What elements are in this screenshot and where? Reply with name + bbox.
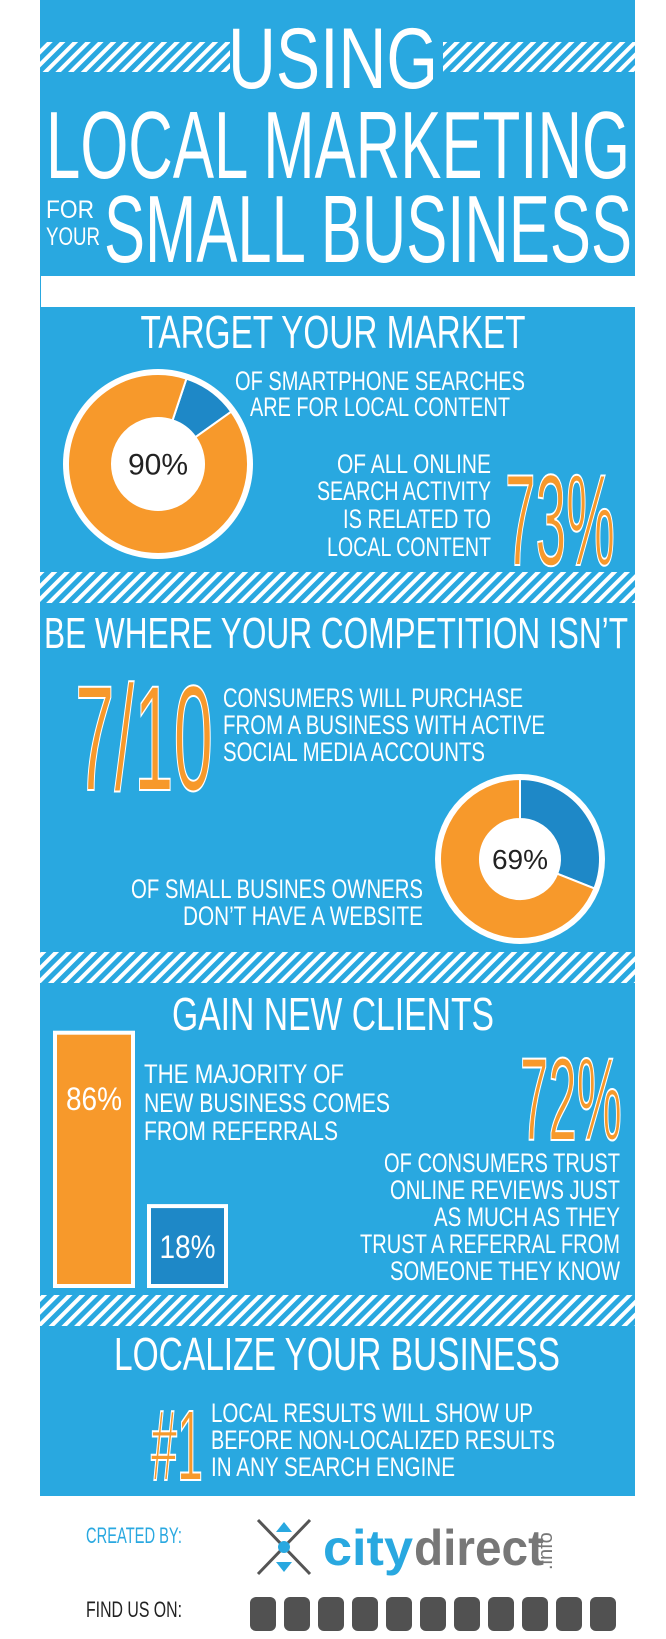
stat-text: NEW BUSINESS COMES: [144, 1088, 390, 1118]
social-icon: [420, 1597, 446, 1631]
social-icons: [250, 1597, 616, 1631]
social-icon: [590, 1597, 616, 1631]
stat-text: AS MUCH AS THEY: [434, 1202, 620, 1232]
logo-direct: direct: [414, 1520, 544, 1576]
stat-text: SOCIAL MEDIA ACCOUNTS: [223, 737, 485, 767]
title: USING: [228, 11, 438, 107]
title-small: YOUR: [46, 223, 100, 251]
stat-text: LOCAL CONTENT: [327, 532, 491, 562]
bar-label: 18%: [160, 1229, 216, 1265]
donut-hole: [480, 819, 560, 899]
social-icon: [352, 1597, 378, 1631]
stat-text: FROM REFERRALS: [144, 1116, 338, 1146]
hatch-band: [40, 952, 635, 983]
donut-label: 90%: [128, 449, 188, 482]
stat-text: IS RELATED TO: [343, 504, 491, 534]
hatch-band: [40, 1295, 635, 1326]
stat-text: LOCAL RESULTS WILL SHOW UP: [211, 1398, 533, 1428]
social-icon: [284, 1597, 310, 1631]
hatch-band: [40, 572, 635, 603]
stat-text: FROM A BUSINESS WITH ACTIVE: [223, 710, 545, 740]
hatch-band: [40, 42, 230, 72]
social-icon: [250, 1597, 276, 1631]
bar-label: 86%: [66, 1081, 122, 1117]
donut-label: 69%: [492, 844, 548, 875]
logo-city: city: [323, 1520, 413, 1576]
hatch-band: [443, 42, 635, 72]
section-title: TARGET YOUR MARKET: [141, 306, 526, 358]
social-icon: [386, 1597, 412, 1631]
section-title: GAIN NEW CLIENTS: [172, 988, 494, 1040]
bar: [57, 1034, 131, 1284]
big-stat: 73%: [505, 447, 615, 593]
stat-text: OF ALL ONLINE: [337, 449, 491, 479]
social-icon: [522, 1597, 548, 1631]
stat-text: ONLINE REVIEWS JUST: [390, 1175, 620, 1205]
find-us: FIND US ON:: [86, 1597, 182, 1622]
stat-text: SEARCH ACTIVITY: [317, 476, 491, 506]
logo-info: .info: [535, 1532, 557, 1570]
stat-text: ARE FOR LOCAL CONTENT: [250, 392, 510, 422]
stat-text: CONSUMERS WILL PURCHASE: [223, 683, 523, 713]
social-icon: [454, 1597, 480, 1631]
social-icon: [318, 1597, 344, 1631]
donut-hole: [112, 418, 204, 510]
stat-text: TRUST A REFERRAL FROM: [360, 1229, 620, 1259]
stat-text: SOMEONE THEY KNOW: [390, 1256, 620, 1286]
big-stat: 7/10: [75, 654, 213, 822]
stat-text: OF SMALL BUSINES OWNERS: [131, 874, 423, 904]
title-small: FOR: [46, 196, 94, 224]
section-title: BE WHERE YOUR COMPETITION ISN’T: [44, 609, 628, 658]
stat-text: OF SMARTPHONE SEARCHES: [235, 366, 525, 396]
stat-text: IN ANY SEARCH ENGINE: [211, 1452, 455, 1482]
stat-text: DON’T HAVE A WEBSITE: [183, 901, 423, 931]
big-stat: 72%: [520, 1034, 622, 1166]
title: SMALL BUSINESS: [104, 176, 632, 283]
stat-text: OF CONSUMERS TRUST: [384, 1148, 620, 1178]
created-by: CREATED BY:: [86, 1523, 182, 1548]
logo-icon: [256, 1518, 312, 1576]
donut-rest: [519, 777, 601, 890]
bar: [151, 1208, 224, 1284]
stat-text: BEFORE NON-LOCALIZED RESULTS: [211, 1425, 555, 1455]
social-icon: [488, 1597, 514, 1631]
big-stat: #1: [151, 1390, 203, 1502]
social-icon: [556, 1597, 582, 1631]
section-title: LOCALIZE YOUR BUSINESS: [114, 1328, 560, 1380]
stat-text: THE MAJORITY OF: [144, 1059, 344, 1089]
title: LOCAL MARKETING: [46, 92, 630, 199]
